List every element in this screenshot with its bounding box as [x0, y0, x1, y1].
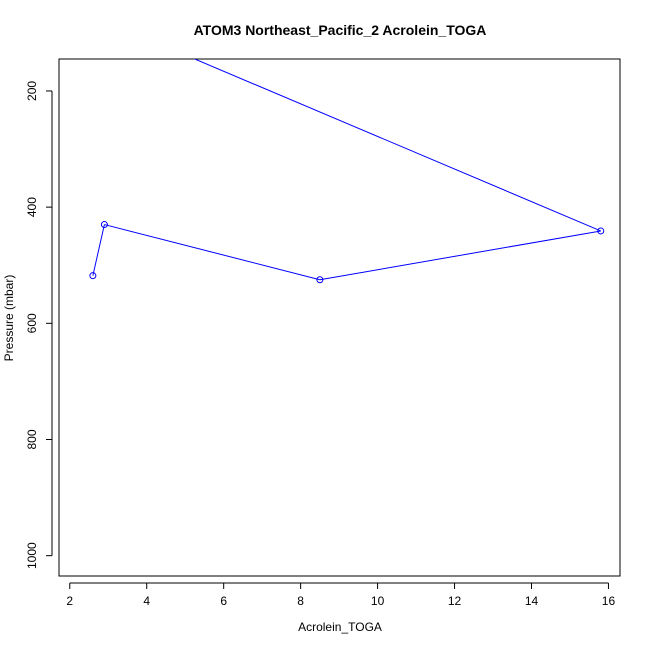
data-point: [89, 272, 97, 280]
series-line-segment: [319, 230, 601, 281]
x-tick-label: 14: [525, 594, 539, 608]
series-layer: [89, 59, 605, 284]
data-point: [316, 276, 324, 284]
x-tick-label: 4: [143, 594, 150, 608]
series-line-segment: [92, 224, 105, 276]
data-point: [597, 227, 605, 235]
axes: 2 4 6 8 10 12 14 16 200 400 600 800 1000: [25, 58, 621, 608]
data-point: [100, 221, 108, 229]
x-tick-label: 16: [602, 594, 616, 608]
x-tick-label: 8: [297, 594, 304, 608]
series-group: [89, 59, 605, 284]
x-tick-label: 12: [448, 594, 462, 608]
x-tick-label: 2: [66, 594, 73, 608]
y-axis-label: Pressure (mbar): [2, 275, 16, 362]
series-line-segment: [193, 59, 601, 232]
y-tick-label: 200: [25, 81, 39, 101]
y-tick-label: 800: [25, 429, 39, 449]
chart-title: ATOM3 Northeast_Pacific_2 Acrolein_TOGA: [194, 22, 487, 38]
x-tick-label: 6: [220, 594, 227, 608]
y-tick-label: 400: [25, 197, 39, 217]
x-tick-label: 10: [371, 594, 385, 608]
series-line-segment: [104, 224, 321, 281]
y-tick-label: 1000: [25, 542, 39, 569]
plot-frame: [58, 58, 621, 577]
y-tick-label: 600: [25, 313, 39, 333]
x-axis-label: Acrolein_TOGA: [298, 620, 382, 634]
